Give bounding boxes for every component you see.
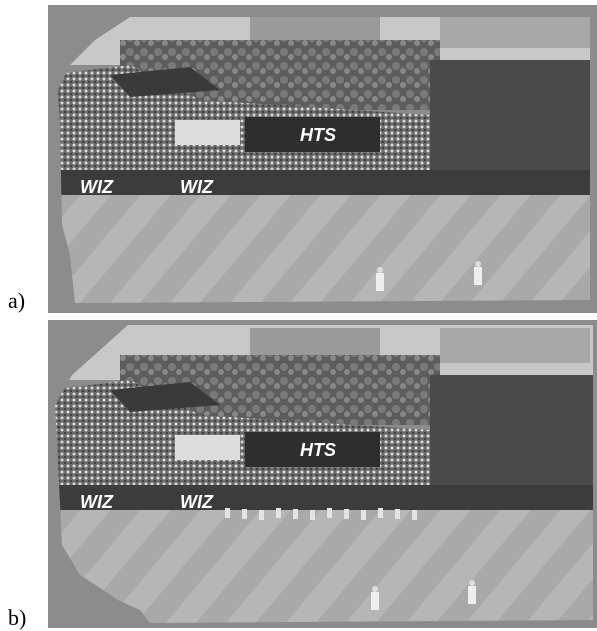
ghost-player (259, 510, 264, 520)
sign: WIZ (80, 177, 114, 197)
billboard (175, 435, 240, 460)
panel-label: a) (8, 288, 25, 313)
building (440, 328, 590, 363)
sign: WIZ (80, 492, 114, 512)
outfield-wall (430, 60, 595, 170)
player (376, 273, 384, 291)
panel: HTS WIZ WIZ b) (8, 320, 597, 630)
mosaic: HTS WIZ WIZ (50, 320, 597, 628)
ghost-player (412, 510, 417, 520)
wall-ads (50, 485, 595, 513)
ghost-player (361, 510, 366, 520)
ghost-player (242, 509, 247, 519)
figure: HTS WIZ WIZ a) HTS WIZ WIZ b) (0, 0, 597, 631)
player-head (377, 267, 383, 273)
ghost-player (310, 510, 315, 520)
ghost-player (293, 509, 298, 519)
player-head (475, 261, 481, 267)
sign: WIZ (180, 492, 214, 512)
player (474, 267, 482, 285)
ghost-player (378, 508, 383, 518)
panel-label: b) (8, 605, 26, 630)
player (468, 586, 476, 604)
ghost-player (276, 508, 281, 518)
ghost-player (327, 508, 332, 518)
ghost-player (395, 509, 400, 519)
ghost-player (344, 509, 349, 519)
building (440, 13, 590, 48)
player (371, 592, 379, 610)
outfield-wall (430, 375, 595, 485)
sign: HTS (300, 125, 336, 145)
field (50, 195, 597, 313)
wall-ads (50, 170, 595, 198)
mosaic: HTS WIZ WIZ (50, 5, 597, 313)
billboard (175, 120, 240, 145)
ghost-player (225, 508, 230, 518)
panel: HTS WIZ WIZ a) (8, 5, 597, 313)
player-head (372, 586, 378, 592)
sign: HTS (300, 440, 336, 460)
building (250, 328, 380, 358)
building (250, 13, 380, 43)
sign: WIZ (180, 177, 214, 197)
player-head (469, 580, 475, 586)
